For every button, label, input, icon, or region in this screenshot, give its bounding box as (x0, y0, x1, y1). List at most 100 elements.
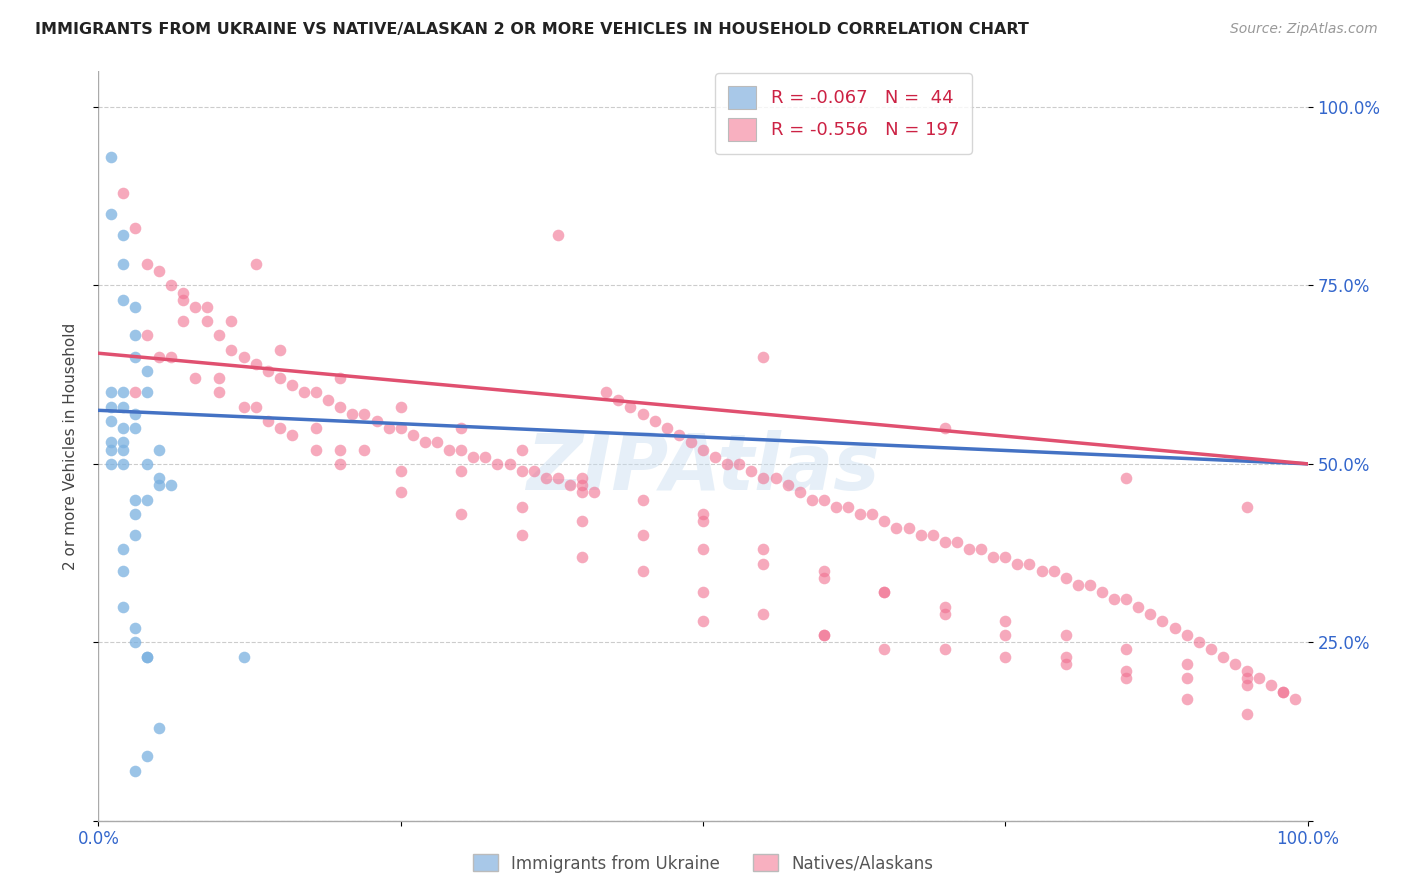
Point (728, 457, 751, 471)
Point (148, 350, 170, 364)
Point (111, 186, 134, 200)
Point (510, 464, 533, 478)
Point (1175, 628, 1198, 642)
Point (886, 521, 908, 535)
Point (172, 285, 194, 300)
Point (256, 414, 278, 428)
Point (208, 371, 231, 385)
Point (1091, 585, 1114, 599)
Point (124, 421, 146, 435)
Point (100, 400, 122, 414)
Point (426, 435, 449, 450)
Point (1175, 657, 1198, 671)
Point (619, 400, 641, 414)
Point (1199, 642, 1222, 657)
Point (124, 621, 146, 635)
Point (873, 514, 896, 528)
Text: ZIPAtlas: ZIPAtlas (526, 431, 880, 507)
Point (474, 450, 496, 464)
Point (1115, 642, 1137, 657)
Point (752, 607, 775, 621)
Point (704, 450, 727, 464)
Point (498, 457, 520, 471)
Point (1115, 471, 1137, 485)
Point (752, 471, 775, 485)
Point (934, 421, 956, 435)
Point (1249, 671, 1271, 685)
Point (631, 492, 654, 507)
Point (292, 385, 315, 400)
Point (1236, 706, 1258, 721)
Point (124, 492, 146, 507)
Point (281, 378, 304, 392)
Point (1272, 685, 1295, 699)
Point (813, 628, 835, 642)
Point (124, 528, 146, 542)
Point (195, 300, 218, 314)
Point (111, 542, 134, 557)
Point (957, 542, 980, 557)
Point (1054, 649, 1077, 664)
Point (583, 485, 606, 500)
Point (100, 385, 122, 400)
Point (571, 478, 593, 492)
Point (752, 557, 775, 571)
Point (111, 564, 134, 578)
Point (148, 721, 170, 735)
Point (135, 749, 157, 764)
Point (837, 500, 859, 514)
Point (934, 642, 956, 657)
Point (221, 314, 243, 328)
Point (813, 571, 835, 585)
Point (124, 635, 146, 649)
Point (1115, 592, 1137, 607)
Point (1163, 621, 1185, 635)
Point (305, 442, 328, 457)
Point (813, 492, 835, 507)
Point (946, 535, 969, 549)
Point (100, 150, 122, 164)
Point (1139, 607, 1161, 621)
Point (135, 364, 157, 378)
Point (305, 421, 328, 435)
Point (692, 542, 714, 557)
Point (124, 328, 146, 343)
Point (366, 414, 388, 428)
Point (111, 228, 134, 243)
Point (1031, 564, 1053, 578)
Legend: Immigrants from Ukraine, Natives/Alaskans: Immigrants from Ukraine, Natives/Alaskan… (465, 847, 941, 880)
Point (245, 257, 267, 271)
Legend: R = -0.067   N =  44, R = -0.556   N = 197: R = -0.067 N = 44, R = -0.556 N = 197 (716, 73, 972, 153)
Point (571, 549, 593, 564)
Point (329, 442, 352, 457)
Point (1212, 649, 1234, 664)
Point (124, 507, 146, 521)
Point (124, 221, 146, 235)
Point (981, 549, 1004, 564)
Point (450, 442, 472, 457)
Point (100, 442, 122, 457)
Point (124, 764, 146, 778)
Point (111, 457, 134, 471)
Point (413, 435, 436, 450)
Point (860, 507, 883, 521)
Point (679, 435, 702, 450)
Point (765, 471, 787, 485)
Point (1175, 671, 1198, 685)
Point (389, 464, 412, 478)
Point (1054, 657, 1077, 671)
Point (342, 407, 364, 421)
Point (135, 649, 157, 664)
Point (402, 428, 425, 442)
Point (111, 599, 134, 614)
Point (655, 421, 678, 435)
Point (353, 407, 375, 421)
Point (934, 607, 956, 621)
Point (111, 442, 134, 457)
Point (256, 364, 278, 378)
Point (607, 392, 630, 407)
Point (740, 464, 762, 478)
Point (100, 414, 122, 428)
Point (172, 314, 194, 328)
Point (450, 464, 472, 478)
